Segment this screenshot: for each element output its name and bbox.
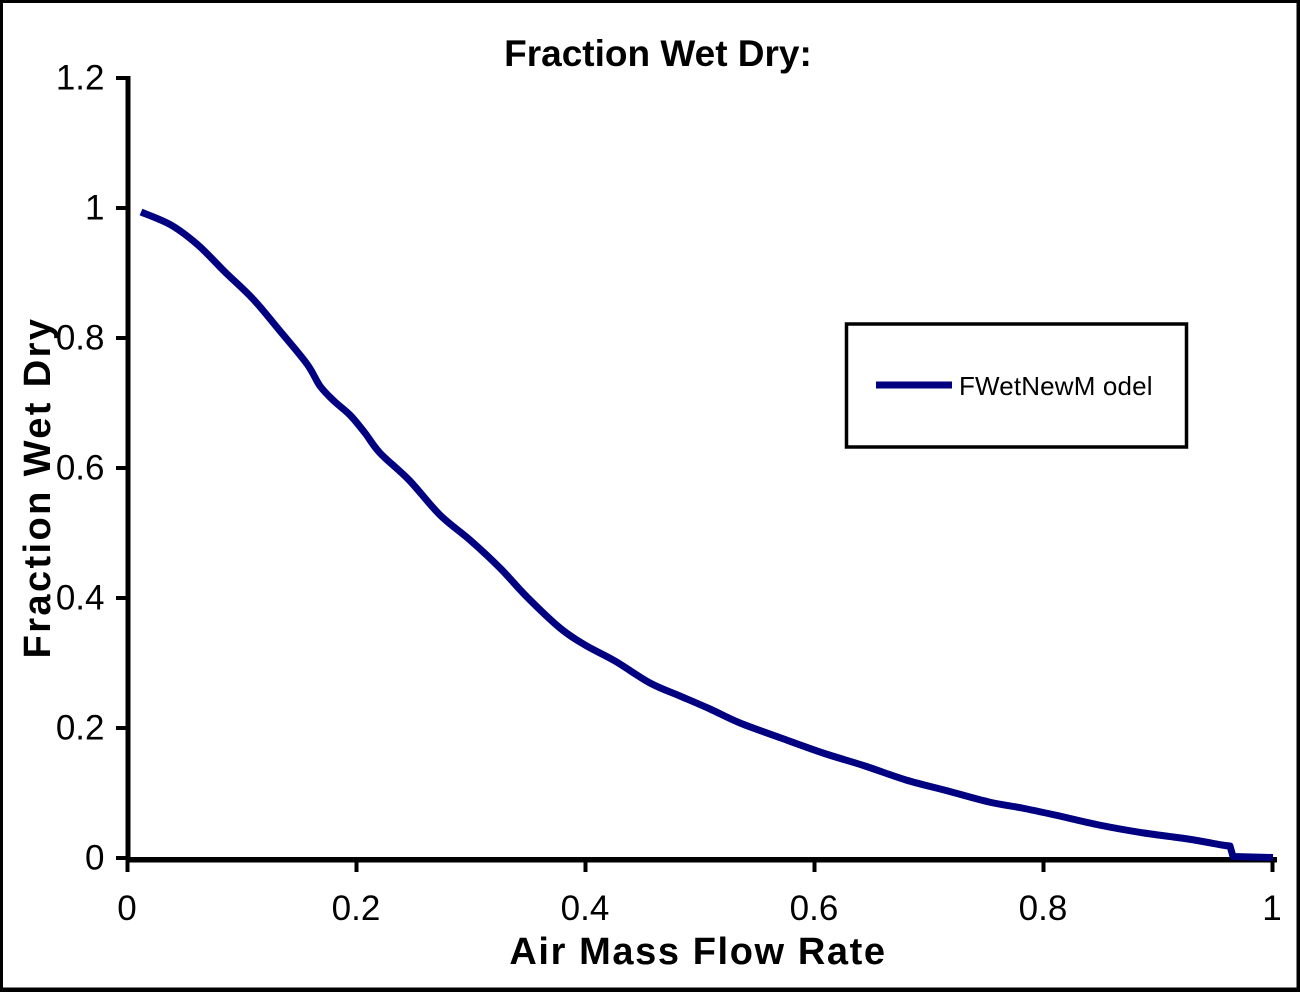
svg-text:0.8: 0.8: [1019, 889, 1068, 928]
svg-text:1: 1: [1262, 889, 1281, 928]
svg-text:0.2: 0.2: [332, 889, 381, 928]
svg-text:Fraction Wet Dry:: Fraction Wet Dry:: [504, 33, 812, 74]
svg-text:0.6: 0.6: [790, 889, 839, 928]
svg-text:0.4: 0.4: [561, 889, 610, 928]
svg-text:0: 0: [85, 839, 104, 878]
svg-text:Air Mass Flow Rate: Air Mass Flow Rate: [509, 931, 886, 973]
svg-text:1: 1: [85, 189, 104, 228]
svg-text:FWetNewM odel: FWetNewM odel: [959, 371, 1153, 401]
svg-text:Fraction Wet Dry: Fraction Wet Dry: [17, 317, 59, 659]
svg-text:0.6: 0.6: [56, 449, 105, 488]
svg-text:0.2: 0.2: [56, 709, 105, 748]
svg-text:1.2: 1.2: [56, 59, 105, 98]
svg-text:0.8: 0.8: [56, 319, 105, 358]
svg-text:0.4: 0.4: [56, 579, 105, 618]
svg-text:0: 0: [117, 889, 136, 928]
